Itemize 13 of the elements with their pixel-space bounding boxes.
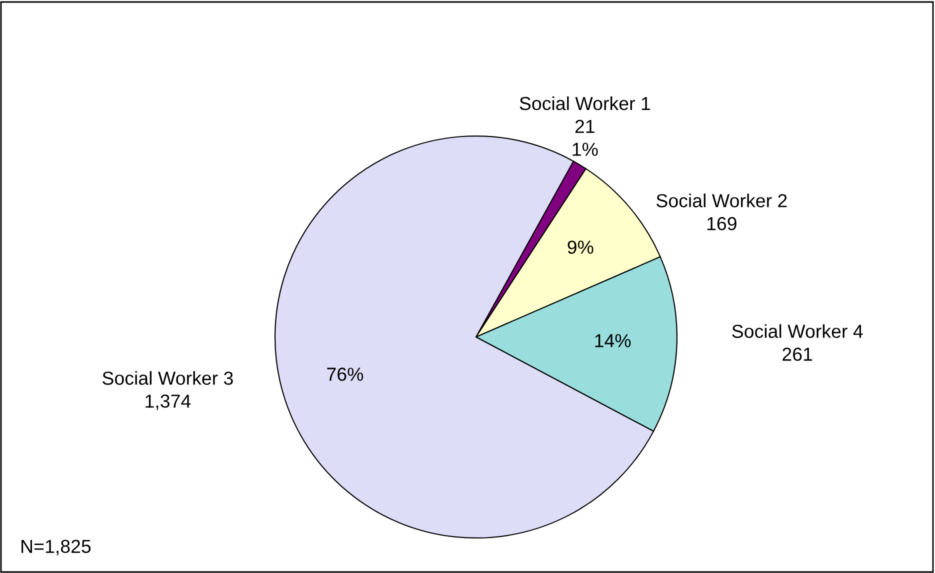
text: 14% bbox=[595, 334, 631, 348]
data-label: 21 bbox=[575, 120, 594, 133]
data-label: 169 bbox=[707, 217, 736, 230]
slice-label: Social Worker 1 bbox=[520, 96, 650, 110]
text: 9% bbox=[568, 240, 594, 254]
text: N=1,825 bbox=[22, 540, 91, 556]
slice-label: Social Worker 4 bbox=[732, 324, 863, 338]
slice-label: Social Worker 3 bbox=[102, 371, 233, 385]
text: 1% bbox=[572, 142, 598, 156]
text: 76% bbox=[327, 368, 364, 381]
data-label: 1,374 bbox=[146, 394, 191, 410]
data-label: 261 bbox=[782, 348, 812, 361]
slice-label: Social Worker 2 bbox=[656, 194, 787, 208]
